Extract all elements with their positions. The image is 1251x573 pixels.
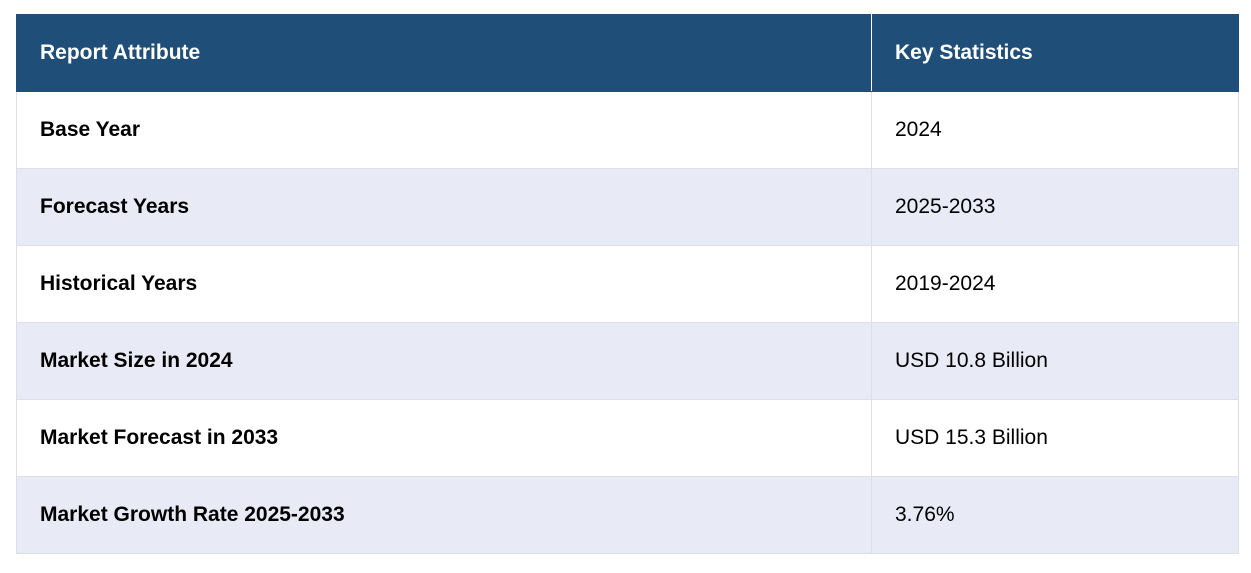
attribute-cell: Base Year bbox=[16, 91, 872, 169]
value-cell: 2024 bbox=[871, 91, 1239, 169]
table-row: Base Year 2024 bbox=[16, 91, 1239, 169]
table-row: Historical Years 2019-2024 bbox=[16, 245, 1239, 323]
header-key-statistics: Key Statistics bbox=[871, 14, 1239, 92]
table-body: Base Year 2024 Forecast Years 2025-2033 … bbox=[16, 91, 1239, 554]
table-row: Market Forecast in 2033 USD 15.3 Billion bbox=[16, 399, 1239, 477]
value-cell: 2019-2024 bbox=[871, 245, 1239, 323]
header-report-attribute: Report Attribute bbox=[16, 14, 872, 92]
header-row: Report Attribute Key Statistics bbox=[16, 14, 1239, 92]
value-cell: 3.76% bbox=[871, 476, 1239, 554]
table-row: Market Growth Rate 2025-2033 3.76% bbox=[16, 476, 1239, 554]
table-row: Market Size in 2024 USD 10.8 Billion bbox=[16, 322, 1239, 400]
value-cell: USD 10.8 Billion bbox=[871, 322, 1239, 400]
attribute-cell: Forecast Years bbox=[16, 168, 872, 246]
table-header: Report Attribute Key Statistics bbox=[16, 14, 1239, 92]
attribute-cell: Historical Years bbox=[16, 245, 872, 323]
value-cell: USD 15.3 Billion bbox=[871, 399, 1239, 477]
attribute-cell: Market Size in 2024 bbox=[16, 322, 872, 400]
table-row: Forecast Years 2025-2033 bbox=[16, 168, 1239, 246]
attribute-cell: Market Growth Rate 2025-2033 bbox=[16, 476, 872, 554]
value-cell: 2025-2033 bbox=[871, 168, 1239, 246]
attribute-cell: Market Forecast in 2033 bbox=[16, 399, 872, 477]
report-statistics-table: Report Attribute Key Statistics Base Yea… bbox=[16, 14, 1239, 554]
